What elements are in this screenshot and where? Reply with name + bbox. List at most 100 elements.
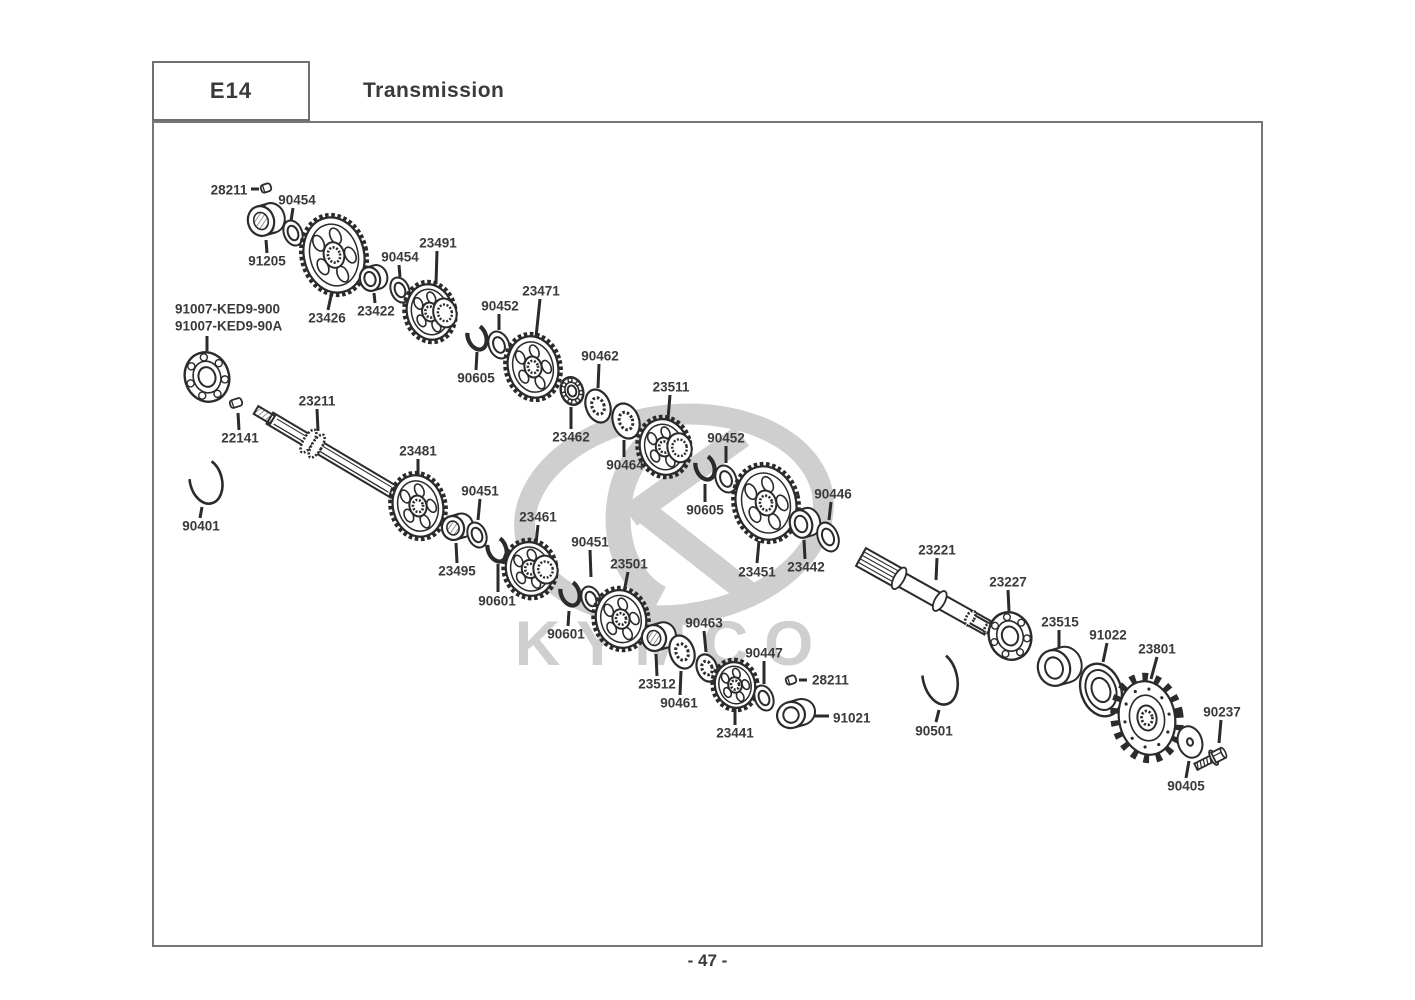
part-label-90462: 90462 xyxy=(581,349,619,364)
section-code: E14 xyxy=(209,78,253,103)
part-label-90601: 90601 xyxy=(547,627,585,642)
leader-line xyxy=(755,540,761,564)
part-label-23471: 23471 xyxy=(522,284,560,299)
part-90462: 90462 xyxy=(581,349,619,424)
part-91205: 91205 xyxy=(246,202,286,269)
part-90501: 90501 xyxy=(915,650,960,739)
part-90601: 90601 xyxy=(478,534,516,609)
part-label-90405: 90405 xyxy=(1167,779,1205,794)
leader-line xyxy=(534,298,542,338)
part-28211: 28211 xyxy=(211,182,273,198)
part-90451: 90451 xyxy=(461,484,499,549)
part-label-23511: 23511 xyxy=(653,380,690,395)
part-23511: 23511 xyxy=(635,380,693,480)
part-label-23491: 23491 xyxy=(419,236,457,251)
part-90237: 90237 xyxy=(1193,705,1241,772)
leader-line xyxy=(1184,760,1191,779)
part-90452: 90452 xyxy=(707,431,745,494)
part-23481: 23481 xyxy=(388,444,448,542)
part-23471: 23471 xyxy=(503,284,563,403)
part-label-90464: 90464 xyxy=(606,458,644,473)
part-23211: 23211 xyxy=(252,394,399,499)
part-label-91007-KED9-900: 91007-KED9-900 xyxy=(175,302,280,317)
part-90452: 90452 xyxy=(481,299,519,360)
part-90401: 90401 xyxy=(182,457,224,534)
part-90405: 90405 xyxy=(1167,725,1205,794)
part-90446: 90446 xyxy=(814,487,852,553)
leader-line xyxy=(588,549,593,578)
part-label-23441: 23441 xyxy=(716,726,754,741)
part-91007-KED9-900: 91007-KED9-900 xyxy=(175,302,280,317)
part-label-23801: 23801 xyxy=(1138,642,1176,657)
part-label-28211: 28211 xyxy=(211,183,248,198)
part-label-90401: 90401 xyxy=(182,519,220,534)
leader-line xyxy=(827,501,833,521)
leader-line xyxy=(802,539,807,560)
part-label-90454: 90454 xyxy=(278,193,316,208)
part-23227: 23227 xyxy=(987,575,1033,661)
leader-line xyxy=(596,363,601,389)
leader-line xyxy=(654,653,659,677)
part-23491: 23491 xyxy=(402,236,458,345)
leader-line xyxy=(934,709,941,723)
part-label-90237: 90237 xyxy=(1203,705,1241,720)
part-23441: 23441 xyxy=(710,657,760,741)
part-label-23495: 23495 xyxy=(438,564,476,579)
part-28211: 28211 xyxy=(784,673,849,688)
part-91022: 91022 xyxy=(1078,628,1127,718)
part-90461: 90461 xyxy=(660,634,698,711)
part-23422: 23422 xyxy=(357,264,395,319)
leader-line xyxy=(372,292,377,304)
leader-line xyxy=(1217,719,1223,744)
part-label-90463: 90463 xyxy=(685,616,723,631)
part-23515: 23515 xyxy=(1036,615,1083,687)
part-label-91021: 91021 xyxy=(833,711,871,726)
part-90605: 90605 xyxy=(686,452,724,518)
leader-line xyxy=(1101,642,1109,663)
leader-line xyxy=(434,250,439,285)
leader-line xyxy=(474,351,479,371)
part-label-91205: 91205 xyxy=(248,254,286,269)
part-label-90451: 90451 xyxy=(461,484,499,499)
part-23426: 23426 xyxy=(298,212,370,326)
part-label-23512: 23512 xyxy=(638,677,676,692)
part-label-28211: 28211 xyxy=(812,673,849,688)
leader-line xyxy=(678,670,683,696)
leader-line xyxy=(1006,589,1011,612)
part-23442: 23442 xyxy=(787,506,825,575)
part-label-91022: 91022 xyxy=(1089,628,1127,643)
part-label-22141: 22141 xyxy=(221,431,259,446)
leader-line xyxy=(326,295,333,311)
part-label-90501: 90501 xyxy=(915,724,953,739)
part-23221: 23221 xyxy=(854,543,994,636)
part-label-90461: 90461 xyxy=(660,696,698,711)
part-90605: 90605 xyxy=(457,322,495,386)
part-label-23501: 23501 xyxy=(610,557,648,572)
part-23501: 23501 xyxy=(591,557,651,653)
part-label-90605: 90605 xyxy=(686,503,724,518)
leader-line xyxy=(315,408,320,432)
part-label-23461: 23461 xyxy=(519,510,557,525)
part-label-23422: 23422 xyxy=(357,304,395,319)
part-label-23426: 23426 xyxy=(308,311,346,326)
part-23462: 23462 xyxy=(552,376,590,445)
leader-line xyxy=(198,506,204,519)
part-23801: 23801 xyxy=(1110,642,1184,764)
part-22141: 22141 xyxy=(221,397,259,446)
part-90601: 90601 xyxy=(547,578,585,642)
leader-line xyxy=(454,542,459,564)
part-label-23462: 23462 xyxy=(552,430,590,445)
leader-line xyxy=(397,264,402,278)
part-label-91007-KED9-90A: 91007-KED9-90A xyxy=(175,319,283,334)
part-label-23442: 23442 xyxy=(787,560,825,575)
section-code-box: E14 xyxy=(152,61,310,121)
part-label-90446: 90446 xyxy=(814,487,852,502)
leader-line xyxy=(702,630,708,653)
part-23461: 23461 xyxy=(501,510,559,601)
leader-line xyxy=(289,207,295,222)
part-label-23211: 23211 xyxy=(299,394,336,409)
leader-line xyxy=(236,412,241,431)
part-label-90605: 90605 xyxy=(457,371,495,386)
